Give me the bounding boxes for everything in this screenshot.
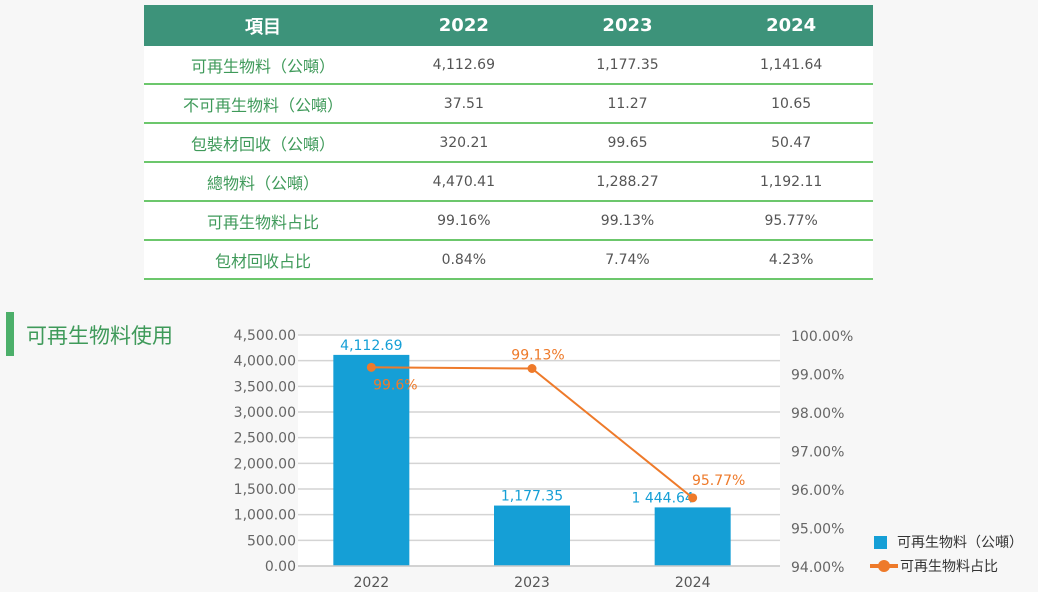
- cell-value: 95.77%: [709, 201, 873, 241]
- cell-value: 1,288.27: [545, 162, 710, 202]
- cell-value: 11.27: [545, 84, 710, 124]
- right-tick-label: 98.00%: [791, 406, 844, 422]
- legend-item-line: 可再生物料占比: [870, 554, 1023, 578]
- cell-value: 37.51: [382, 84, 546, 124]
- row-label: 可再生物料（公噸）: [144, 46, 382, 85]
- bar: [494, 505, 570, 566]
- table-row: 包材回收占比 0.84% 7.74% 4.23%: [144, 240, 873, 280]
- column-header: 項目: [144, 5, 382, 46]
- cell-value: 4,112.69: [382, 46, 546, 85]
- cell-value: 320.21: [382, 123, 546, 163]
- line-data-label: 99.6%: [373, 377, 417, 393]
- row-label: 包材回收占比: [144, 240, 382, 280]
- right-tick-label: 94.00%: [791, 560, 844, 576]
- left-tick-label: 2,500.00: [234, 431, 296, 447]
- column-header: 2024: [709, 5, 873, 46]
- left-tick-label: 4,500.00: [234, 328, 296, 344]
- row-label: 可再生物料占比: [144, 201, 382, 241]
- line-point: [527, 363, 537, 373]
- cell-value: 4.23%: [709, 240, 873, 280]
- bar-data-label: 1 444.64: [631, 490, 693, 506]
- line-data-label: 99.13%: [511, 347, 564, 363]
- legend-bar-swatch: [874, 535, 887, 549]
- left-tick-label: 3,500.00: [234, 379, 296, 395]
- left-tick-label: 500.00: [247, 533, 296, 549]
- cell-value: 1,177.35: [545, 46, 710, 85]
- line-point: [366, 362, 376, 372]
- table-row: 不可再生物料（公噸） 37.51 11.27 10.65: [144, 84, 873, 124]
- materials-table: 項目 2022 2023 2024 可再生物料（公噸） 4,112.69 1,177.35…: [144, 5, 873, 280]
- legend-label: 可再生物料（公噸）: [897, 535, 1023, 551]
- bar: [333, 354, 410, 566]
- table-row: 可再生物料（公噸） 4,112.69 1,177.35 1,141.64: [144, 46, 873, 85]
- row-label: 包裝材回收（公噸）: [144, 123, 382, 163]
- right-tick-label: 95.00%: [791, 522, 844, 538]
- cell-value: 1,141.64: [709, 46, 873, 85]
- cell-value: 99.13%: [545, 201, 710, 241]
- cell-value: 10.65: [709, 84, 873, 124]
- column-header: 2023: [545, 5, 710, 46]
- x-tick-label: 2023: [514, 575, 550, 591]
- right-tick-label: 97.00%: [791, 445, 844, 461]
- section-title: 可再生物料使用: [26, 324, 173, 348]
- right-tick-label: 100.00%: [791, 329, 853, 345]
- legend-item-bar: 可再生物料（公噸）: [870, 530, 1023, 554]
- chart-legend: 可再生物料（公噸） 可再生物料占比: [870, 530, 1023, 578]
- x-tick-label: 2024: [675, 575, 711, 591]
- left-tick-label: 4,000.00: [234, 354, 296, 370]
- row-label: 總物料（公噸）: [144, 162, 382, 202]
- cell-value: 50.47: [709, 123, 873, 163]
- cell-value: 99.16%: [382, 201, 546, 241]
- right-tick-label: 99.00%: [791, 368, 844, 384]
- left-tick-label: 3,000.00: [234, 405, 296, 421]
- row-label: 不可再生物料（公噸）: [144, 84, 382, 124]
- column-header: 2022: [382, 5, 546, 46]
- table-row: 包裝材回收（公噸） 320.21 99.65 50.47: [144, 123, 873, 163]
- bar: [654, 507, 731, 566]
- left-tick-label: 2,000.00: [234, 456, 296, 472]
- right-tick-label: 96.00%: [791, 483, 844, 499]
- legend-label: 可再生物料占比: [900, 559, 998, 575]
- bar-data-label: 1,177.35: [501, 489, 563, 505]
- table-row: 可再生物料占比 99.16% 99.13% 95.77%: [144, 201, 873, 241]
- cell-value: 1,192.11: [709, 162, 873, 202]
- line-data-label: 95.77%: [692, 473, 745, 489]
- left-tick-label: 1,000.00: [234, 508, 296, 524]
- cell-value: 99.65: [545, 123, 710, 163]
- x-tick-label: 2022: [354, 575, 390, 591]
- bar-data-label: 4,112.69: [340, 338, 402, 354]
- left-tick-label: 0.00: [265, 559, 296, 575]
- section-accent-bar: [6, 312, 14, 356]
- left-tick-label: 1,500.00: [234, 482, 296, 498]
- legend-line-swatch: [870, 560, 898, 572]
- table-row: 總物料（公噸） 4,470.41 1,288.27 1,192.11: [144, 162, 873, 202]
- cell-value: 7.74%: [545, 240, 710, 280]
- cell-value: 4,470.41: [382, 162, 546, 202]
- line-point: [688, 493, 698, 503]
- cell-value: 0.84%: [382, 240, 546, 280]
